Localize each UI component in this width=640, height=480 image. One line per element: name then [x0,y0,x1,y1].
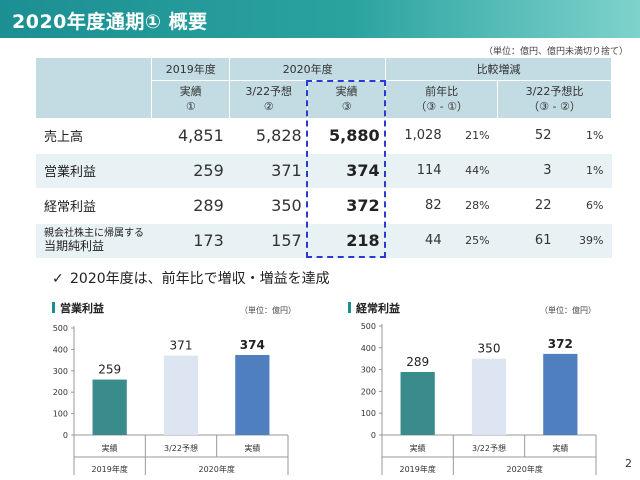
y-tick-label: 200 [53,388,68,397]
cell-forecast: 350 [229,188,308,224]
title-bar: 2020年度通期① 概要 [0,0,640,38]
row-label: 営業利益 [36,153,152,189]
header-vs-forecast: 3/22予想比 （③ - ②） [497,80,612,118]
chart-title-ordinary-income: 経常利益 [348,300,400,316]
header-fy2019: 2019年度 [151,58,231,81]
header-compare: 比較増減 [385,58,612,81]
cell-actual-2020: 374 [307,153,386,189]
row-label: 経常利益 [36,188,152,224]
table-row: 経常利益 289 350 372 82 28% 22 6% [36,188,612,224]
row-label: 売上高 [36,118,152,154]
cell-forecast: 157 [229,223,308,259]
conclusion-text: 2020年度は、前年比で増収・増益を達成 [70,271,330,287]
cell-vs-forecast: 52 [497,118,558,154]
group-label: 2019年度 [91,464,127,474]
cell-actual-2020: 218 [307,223,386,259]
x-tick-label: 3/22予想 [472,443,506,453]
y-tick-label: 300 [53,367,68,376]
header-actual-2020: 実績 ③ [307,80,387,118]
chart-unit: （単位：億円） [240,306,296,315]
unit-note: （単位：億円、億円未満切り捨て） [483,47,628,57]
bar [235,354,270,435]
y-tick-label: 500 [361,322,376,331]
bar [92,379,127,435]
chart-unit: （単位：億円） [540,306,596,315]
header-actual-2019: 実績 ① [151,80,231,118]
cell-yoy: 44 [385,223,448,259]
bar [471,358,507,435]
cell-actual-2020: 5,880 [307,118,386,154]
data-label: 289 [406,355,429,369]
y-tick-label: 100 [361,409,376,418]
cell-vs-forecast: 22 [497,188,558,224]
cell-vs-forecast-pct: 1% [557,118,612,154]
page-number: 2 [625,457,632,470]
x-tick-label: 実績 [552,443,568,453]
cell-vs-forecast-pct: 6% [557,188,612,224]
title-marker-icon [348,302,351,313]
x-tick-label: 実績 [410,443,426,453]
y-tick-label: 0 [371,431,376,440]
data-label: 374 [240,338,265,352]
cell-forecast: 371 [229,153,308,189]
cell-actual-2019: 173 [151,223,230,259]
group-label: 2020年度 [506,464,542,474]
table-row: 営業利益 259 371 374 114 44% 3 1% [36,153,612,189]
cell-vs-forecast: 61 [497,223,558,259]
y-tick-label: 300 [361,366,376,375]
y-tick-label: 500 [53,324,68,333]
cell-vs-forecast: 3 [497,153,558,189]
row-label: 親会社株主に帰属する 当期純利益 [36,223,152,259]
bar [400,371,435,435]
cell-yoy-pct: 28% [447,188,498,224]
x-tick-label: 3/22予想 [164,443,198,453]
operating-income-chart: 0 100 200 300 400 500 259 実績 371 3/22予想 374 実績 2019年… [53,324,289,475]
cell-yoy: 82 [385,188,448,224]
table-header-row: 2019年度 2020年度 比較増減 [36,58,612,119]
data-label: 350 [478,342,501,356]
bar [543,353,578,435]
cell-forecast: 5,828 [229,118,308,154]
cell-vs-forecast-pct: 39% [557,223,612,259]
header-fy2020: 2020年度 [229,58,387,81]
cell-yoy-pct: 21% [447,118,498,154]
table-row: 親会社株主に帰属する 当期純利益 173 157 218 44 25% 61 39… [36,223,612,259]
data-label: 259 [98,363,121,377]
table-subheader-row: 実績 ① 3/22予想 ② 実績 ③ 前年比 （③ - ①） 3/22予想比 （③ - ②… [36,80,612,118]
page-title: 2020年度通期① 概要 [12,11,208,33]
cell-actual-2019: 4,851 [151,118,230,154]
summary-table: 2019年度 2020年度 比較増減 実績 ① 3/22予想 ② 実績 ③ 前年比 （③… [36,58,612,259]
y-tick-label: 100 [53,410,68,419]
group-label: 2020年度 [198,464,234,474]
cell-yoy-pct: 25% [447,223,498,259]
cell-vs-forecast-pct: 1% [557,153,612,189]
cell-actual-2020: 372 [307,188,386,224]
y-tick-label: 400 [53,345,68,354]
group-label: 2019年度 [399,464,435,474]
x-tick-label: 実績 [102,443,118,453]
header-yoy: 前年比 （③ - ①） [385,80,499,118]
check-icon: ✓ [52,271,64,287]
cell-actual-2019: 259 [151,153,230,189]
data-label: 372 [548,337,573,351]
data-label: 371 [170,339,193,353]
conclusion: ✓ 2020年度は、前年比で増収・増益を達成 [52,268,330,288]
table-header-blank [36,58,153,119]
y-tick-label: 0 [63,431,68,440]
table-row: 売上高 4,851 5,828 5,880 1,028 21% 52 1% [36,118,612,154]
y-tick-label: 400 [361,344,376,353]
cell-actual-2019: 289 [151,188,230,224]
header-forecast: 3/22予想 ② [229,80,309,118]
x-tick-label: 実績 [244,443,260,453]
cell-yoy-pct: 44% [447,153,498,189]
title-marker-icon [52,302,55,313]
y-tick-label: 200 [361,387,376,396]
ordinary-income-chart: 0 100 200 300 400 500 289 実績 350 3/22予想 372 実績 2019年… [361,322,597,475]
bar [163,355,199,435]
chart-title-operating-income: 営業利益 [52,300,104,316]
cell-yoy: 114 [385,153,448,189]
cell-yoy: 1,028 [385,118,448,154]
